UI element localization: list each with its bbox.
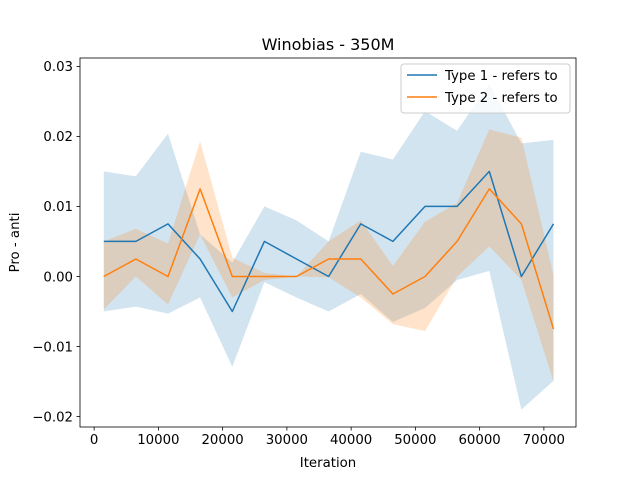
y-tick-label: 0.03 bbox=[43, 60, 73, 75]
x-tick-label: 30000 bbox=[266, 433, 308, 448]
legend-label-type-2: Type 2 - refers to bbox=[444, 91, 558, 106]
x-tick-label: 0 bbox=[90, 433, 98, 448]
y-axis-ticks: −0.02 −0.01 0.00 0.01 0.02 0.03 bbox=[32, 60, 80, 425]
x-tick-label: 40000 bbox=[330, 433, 372, 448]
x-tick-label: 20000 bbox=[201, 433, 243, 448]
x-tick-label: 70000 bbox=[523, 433, 565, 448]
y-axis-label: Pro - anti bbox=[8, 213, 23, 273]
x-tick-label: 10000 bbox=[137, 433, 179, 448]
legend-box bbox=[400, 63, 571, 114]
y-tick-label: 0.02 bbox=[43, 130, 73, 145]
legend-label-type-1: Type 1 - refers to bbox=[444, 69, 558, 84]
confidence-band-series-2 bbox=[103, 129, 554, 382]
chart-title: Winobias - 350M bbox=[262, 35, 395, 54]
series-lines bbox=[103, 170, 555, 330]
plot-area-frame bbox=[79, 57, 577, 428]
y-tick-label: 0.01 bbox=[43, 200, 73, 215]
y-tick-label: −0.01 bbox=[32, 340, 73, 355]
x-axis-label: Iteration bbox=[300, 456, 356, 471]
y-tick-label: −0.02 bbox=[32, 410, 73, 425]
y-tick-label: 0.00 bbox=[43, 270, 73, 285]
x-tick-label: 50000 bbox=[394, 433, 436, 448]
confidence-band-series-1 bbox=[103, 83, 554, 410]
x-axis-ticks: 0 10000 20000 30000 40000 50000 60000 70000 bbox=[90, 427, 565, 448]
x-tick-label: 60000 bbox=[458, 433, 500, 448]
legend: Type 1 - refers to Type 2 - refers to bbox=[400, 63, 571, 114]
confidence-bands bbox=[103, 83, 554, 410]
